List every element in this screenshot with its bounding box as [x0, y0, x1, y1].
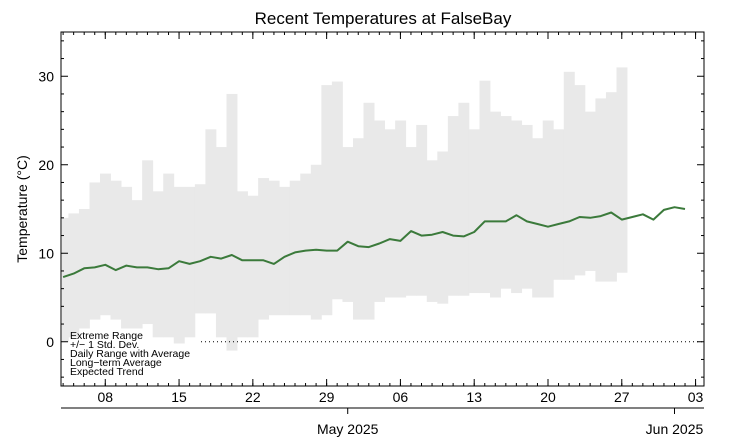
- extreme-range-bar: [300, 173, 312, 316]
- extreme-range-bar: [468, 129, 480, 294]
- y-tick-label: 20: [38, 157, 54, 173]
- chart-title: Recent Temperatures at FalseBay: [255, 9, 512, 28]
- extreme-range-bar: [237, 191, 248, 338]
- extreme-range-bar: [511, 120, 523, 294]
- extreme-range-bar: [279, 186, 291, 316]
- extreme-range-bar: [226, 93, 238, 351]
- extreme-range-bar: [426, 160, 438, 302]
- extreme-range-bar: [62, 217, 69, 342]
- extreme-range-bar: [521, 124, 533, 289]
- legend-item: Long−term Average: [70, 357, 162, 369]
- extreme-range-bar: [384, 129, 396, 298]
- month-label: May 2025: [317, 421, 379, 437]
- legend-item: Expected Trend: [70, 366, 144, 378]
- extreme-range-bar: [110, 180, 122, 320]
- extreme-range-bar: [542, 120, 554, 298]
- extreme-range-bar: [437, 151, 449, 304]
- x-tick-label: 15: [171, 389, 187, 405]
- extreme-range-bar: [258, 178, 270, 320]
- extreme-range-bar: [605, 92, 617, 282]
- extreme-range-bar: [500, 116, 512, 289]
- extreme-range-bar: [563, 71, 575, 280]
- x-tick-label: 06: [393, 389, 409, 405]
- x-tick-label: 20: [540, 389, 556, 405]
- extreme-range-bar: [142, 160, 154, 325]
- extreme-range-bar: [215, 147, 227, 338]
- extreme-range-bar: [152, 191, 164, 338]
- plot-area-frame: [60, 31, 705, 387]
- extreme-range-bar: [447, 116, 459, 296]
- extreme-range-bar: [352, 138, 364, 320]
- extreme-range-bar: [121, 186, 133, 329]
- y-tick-label: 0: [46, 334, 54, 350]
- x-tick-label: 27: [614, 389, 630, 405]
- extreme-range-bar: [490, 111, 501, 298]
- extreme-range-bar: [342, 147, 354, 302]
- legend-item: +/− 1 Std. Dev.: [70, 339, 139, 351]
- extreme-range-bar: [532, 138, 544, 298]
- x-tick-label: 22: [245, 389, 261, 405]
- x-tick-label: 03: [688, 389, 704, 405]
- extreme-range-bar: [247, 195, 259, 338]
- extreme-range-bar: [595, 98, 607, 282]
- extreme-range-bar: [584, 111, 596, 271]
- extreme-range-bar: [331, 81, 343, 300]
- extreme-range-bar: [416, 124, 428, 296]
- extreme-range-bar: [163, 173, 175, 338]
- y-axis-label: Temperature (°C): [14, 155, 30, 263]
- extreme-range-bar: [395, 120, 407, 298]
- y-tick-label: 10: [38, 245, 54, 261]
- extreme-range-bar: [89, 182, 101, 320]
- extreme-range-bar: [310, 164, 322, 320]
- extreme-range-bar: [194, 184, 206, 314]
- extreme-range-bar: [374, 120, 386, 302]
- x-tick-label: 13: [466, 389, 482, 405]
- extreme-range-bar: [405, 147, 417, 296]
- extreme-range-bar: [268, 180, 280, 316]
- extreme-range-bar: [321, 85, 333, 316]
- extreme-range-bar: [184, 186, 196, 338]
- extreme-range-bar: [574, 85, 586, 276]
- extreme-range-bar: [363, 102, 375, 320]
- extreme-range-bar: [553, 129, 565, 280]
- extreme-range-bar: [479, 80, 491, 294]
- extreme-range-bar: [131, 200, 143, 329]
- extreme-range-bar: [616, 67, 628, 273]
- extreme-range-bar: [173, 186, 185, 344]
- extreme-range-bar: [68, 213, 80, 338]
- month-label: Jun 2025: [646, 421, 704, 437]
- y-tick-label: 30: [38, 68, 54, 84]
- extreme-range-bar: [100, 173, 111, 316]
- extreme-range-bar: [205, 129, 217, 314]
- extreme-range-bar: [458, 102, 470, 296]
- x-tick-label: 08: [97, 389, 113, 405]
- trend-line: [62, 206, 686, 279]
- x-tick-label: 29: [319, 389, 335, 405]
- legend-item: Daily Range with Average: [70, 348, 190, 360]
- extreme-range-bar: [289, 180, 301, 316]
- legend-item: Extreme Range: [70, 330, 143, 342]
